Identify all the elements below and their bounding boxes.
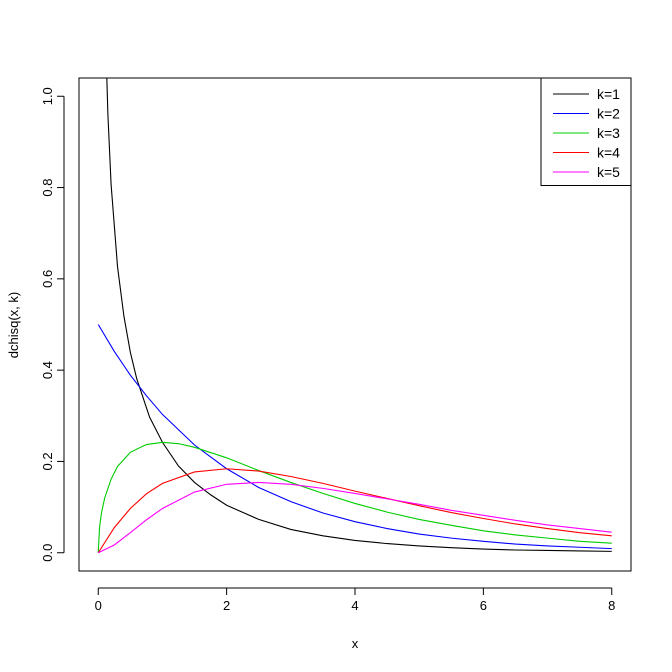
x-axis: 0 2 4 6 8 bbox=[95, 587, 615, 613]
y-axis: 0.0 0.2 0.4 0.6 0.8 1.0 bbox=[40, 87, 65, 562]
legend-label-3: k=3 bbox=[597, 125, 620, 141]
y-tick-label-0: 0.0 bbox=[40, 544, 55, 562]
legend-box bbox=[540, 77, 632, 186]
legend-label-2: k=2 bbox=[597, 106, 620, 122]
series-line-2 bbox=[97, 324, 612, 550]
series-line-5 bbox=[98, 481, 612, 554]
legend: k=1 k=2 k=3 k=4 k=5 bbox=[540, 77, 632, 186]
x-tick-label-0: 0 bbox=[95, 598, 102, 613]
series-line-4 bbox=[97, 468, 612, 554]
y-tick-label-4: 0.8 bbox=[40, 179, 55, 197]
y-tick-label-5: 1.0 bbox=[40, 87, 55, 105]
y-tick-label-2: 0.4 bbox=[40, 361, 55, 379]
x-tick-label-4: 8 bbox=[608, 598, 615, 613]
legend-label-5: k=5 bbox=[597, 164, 620, 180]
legend-label-1: k=1 bbox=[597, 86, 620, 102]
legend-label-4: k=4 bbox=[597, 145, 620, 161]
series-line-1 bbox=[106, 78, 612, 552]
y-axis-label: dchisq(x, k) bbox=[6, 292, 21, 358]
plot-frame bbox=[78, 77, 632, 572]
x-tick-label-3: 6 bbox=[480, 598, 487, 613]
x-tick-label-1: 2 bbox=[223, 598, 230, 613]
y-tick-label-1: 0.2 bbox=[40, 452, 55, 470]
series-lines bbox=[97, 78, 612, 554]
x-axis-label: x bbox=[352, 636, 359, 651]
series-line-3 bbox=[97, 441, 612, 553]
x-tick-label-2: 4 bbox=[351, 598, 358, 613]
y-tick-label-3: 0.6 bbox=[40, 270, 55, 288]
